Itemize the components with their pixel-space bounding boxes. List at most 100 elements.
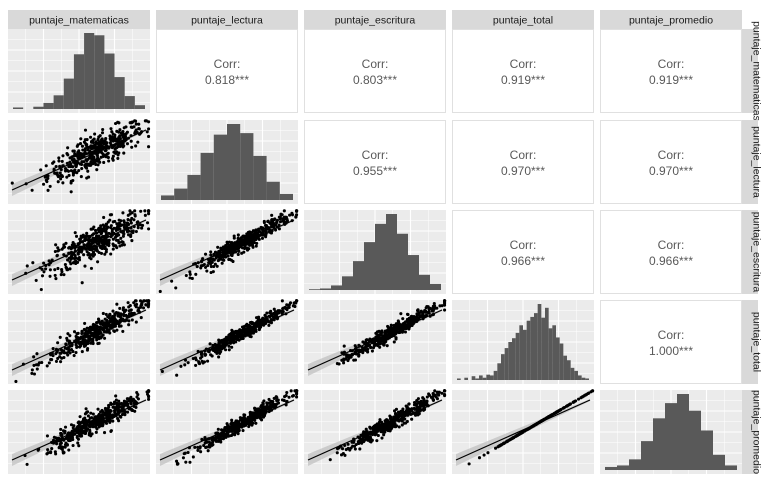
scatter-point: [408, 324, 412, 328]
scatter-point: [328, 458, 332, 462]
histogram-bar: [534, 313, 538, 380]
scatter-point: [267, 226, 271, 230]
scatter-point: [227, 344, 231, 348]
scatter-point: [115, 137, 119, 141]
scatter-point: [251, 329, 255, 333]
scatter-point: [120, 240, 124, 244]
scatter-point: [65, 161, 69, 165]
panel-0-2: Corr: 0.803***: [304, 29, 446, 113]
scatter-point: [186, 361, 190, 365]
panel-4-2: [304, 389, 447, 474]
scatter-point: [226, 433, 230, 437]
scatter-point: [102, 139, 106, 143]
scatter-point: [175, 373, 179, 377]
scatter-point: [117, 233, 121, 237]
scatter-point: [591, 389, 595, 393]
scatter-point: [262, 399, 266, 403]
histogram-bar: [227, 124, 241, 200]
scatter-point: [494, 446, 498, 450]
scatter-point: [101, 323, 105, 327]
scatter-point: [65, 338, 69, 342]
scatter-point: [147, 394, 151, 398]
scatter-point: [62, 273, 66, 277]
scatter-point: [116, 311, 120, 315]
histogram-bar: [508, 342, 512, 380]
scatter-point: [196, 448, 200, 452]
scatter-point: [388, 417, 392, 421]
scatter-point: [147, 299, 151, 303]
scatter-point: [343, 453, 347, 457]
scatter-point: [213, 262, 217, 266]
scatter-point: [122, 223, 127, 227]
histogram-bar: [114, 77, 125, 109]
scatter-point: [119, 236, 123, 240]
scatter-point: [78, 245, 82, 249]
scatter-point: [420, 314, 424, 318]
scatter-point: [86, 148, 90, 152]
scatter-point: [78, 415, 82, 419]
scatter-point: [254, 421, 258, 425]
scatter-point: [126, 410, 130, 414]
scatter-point: [236, 249, 241, 253]
scatter-point: [76, 441, 80, 445]
scatter-point: [217, 249, 221, 253]
scatter-point: [73, 152, 77, 156]
scatter-point: [207, 348, 211, 352]
scatter-point: [344, 353, 349, 357]
scatter-point: [116, 156, 120, 160]
scatter-point: [96, 242, 100, 246]
scatter-point: [516, 433, 520, 437]
scatter-point: [76, 252, 80, 256]
scatter-point: [100, 131, 105, 135]
scatter-point: [269, 231, 273, 235]
scatter-point: [136, 393, 140, 397]
scatter-point: [252, 240, 256, 245]
scatter-point: [74, 163, 78, 167]
scatter-point: [254, 244, 258, 248]
scatter-point: [210, 347, 214, 351]
scatter-point: [222, 258, 226, 262]
scatter-point: [295, 395, 299, 399]
scatter-point: [57, 445, 62, 449]
scatter-point: [424, 313, 429, 317]
scatter-point: [245, 242, 249, 246]
scatter-point: [95, 168, 99, 172]
scatter-point: [116, 314, 120, 318]
scatter-point: [133, 209, 137, 213]
scatter-point: [119, 219, 123, 223]
scatter-point: [115, 402, 120, 406]
histogram-bar: [464, 377, 468, 380]
scatter-point: [215, 264, 219, 268]
scatter-point: [257, 227, 261, 231]
scatter-point: [143, 209, 147, 213]
scatter-point: [435, 306, 439, 310]
scatter-point: [217, 355, 221, 359]
scatter-point: [548, 414, 552, 418]
scatter-point: [56, 180, 60, 184]
scatter-point: [435, 390, 439, 394]
scatter-point: [210, 260, 214, 264]
scatter-point: [219, 428, 224, 432]
scatter-point: [248, 413, 252, 417]
scatter-point: [44, 267, 48, 271]
scatter-point: [361, 351, 365, 355]
scatter-point: [431, 391, 435, 396]
scatter-point: [147, 127, 151, 131]
scatter-point: [78, 162, 82, 166]
scatter-point: [258, 230, 262, 234]
scatter-point: [107, 403, 111, 407]
scatter-point: [93, 244, 97, 248]
scatter-point: [30, 368, 34, 372]
scatter-point: [415, 399, 419, 403]
scatter-point: [558, 408, 562, 412]
scatter-point: [403, 330, 407, 334]
scatter-point: [73, 254, 77, 258]
scatter-point: [105, 407, 109, 411]
scatter-point: [147, 145, 151, 149]
scatter-point: [62, 243, 66, 247]
scatter-point: [128, 312, 132, 316]
scatter-point: [207, 440, 211, 444]
scatter-point: [175, 462, 179, 466]
scatter-point: [75, 435, 79, 440]
histogram-bar: [419, 274, 430, 290]
